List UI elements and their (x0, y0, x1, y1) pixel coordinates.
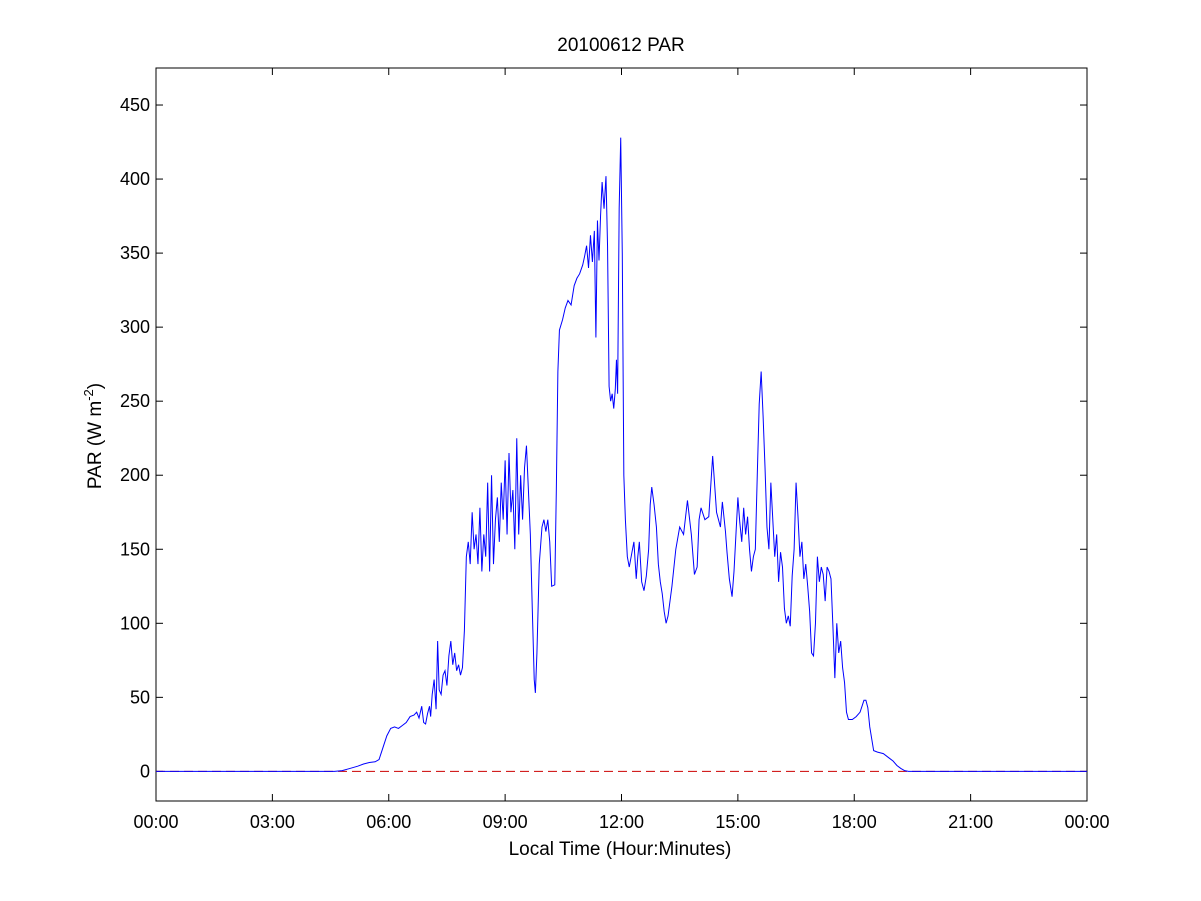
y-tick-label: 350 (120, 243, 150, 263)
y-axis-title-suffix: ) (85, 383, 106, 389)
y-tick-label: 200 (120, 465, 150, 485)
y-tick-label: 0 (140, 761, 150, 781)
y-tick-label: 400 (120, 169, 150, 189)
y-axis-title-superscript: -2 (81, 389, 96, 401)
x-tick-label: 12:00 (599, 812, 644, 832)
x-tick-label: 00:00 (1064, 812, 1109, 832)
y-tick-label: 50 (130, 687, 150, 707)
x-tick-label: 21:00 (948, 812, 993, 832)
x-tick-labels: 00:00 03:00 06:00 09:00 12:00 15:00 18:00 21:00… (133, 812, 1109, 832)
y-tick-label: 450 (120, 95, 150, 115)
x-tick-label: 06:00 (366, 812, 411, 832)
x-tick-label: 03:00 (250, 812, 295, 832)
x-axis-title: Local Time (Hour:Minutes) (509, 839, 732, 860)
x-tick-label: 15:00 (715, 812, 760, 832)
y-tick-label: 100 (120, 613, 150, 633)
chart-title: 20100612 PAR (557, 35, 684, 56)
y-tick-label: 150 (120, 539, 150, 559)
y-tick-label: 250 (120, 391, 150, 411)
x-tick-label: 00:00 (133, 812, 178, 832)
y-tick-label: 300 (120, 317, 150, 337)
x-tick-label: 18:00 (832, 812, 877, 832)
y-axis-title-prefix: PAR (W m (85, 401, 106, 489)
x-tick-label: 09:00 (483, 812, 528, 832)
